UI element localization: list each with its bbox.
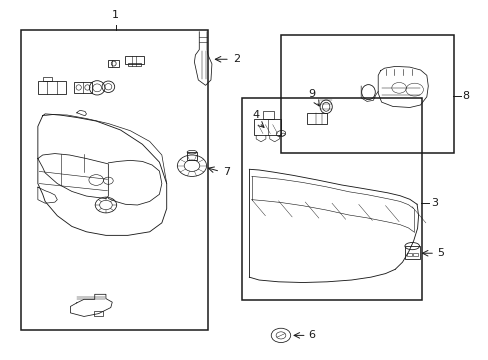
Text: 3: 3 (430, 198, 437, 208)
Bar (187, 152, 197, 160)
Text: 2: 2 (232, 54, 240, 64)
Bar (306, 113, 326, 124)
Bar (127, 63, 141, 66)
Text: 4: 4 (252, 110, 259, 120)
Bar (74, 82, 92, 93)
Bar (108, 60, 119, 67)
Bar (21, 30, 207, 330)
Bar (125, 56, 143, 64)
Bar (38, 81, 66, 94)
Bar (281, 35, 453, 153)
Text: 6: 6 (308, 330, 315, 341)
Bar (242, 98, 421, 300)
Bar (412, 252, 417, 256)
Text: 8: 8 (461, 91, 468, 101)
Bar (254, 119, 281, 135)
Text: 1: 1 (112, 10, 119, 20)
Bar (263, 111, 273, 119)
Bar (404, 246, 419, 258)
Bar (94, 311, 102, 316)
Text: 9: 9 (307, 89, 315, 99)
Text: 5: 5 (436, 248, 443, 258)
Bar (42, 77, 52, 81)
Text: 7: 7 (222, 167, 229, 177)
Bar (407, 252, 411, 256)
